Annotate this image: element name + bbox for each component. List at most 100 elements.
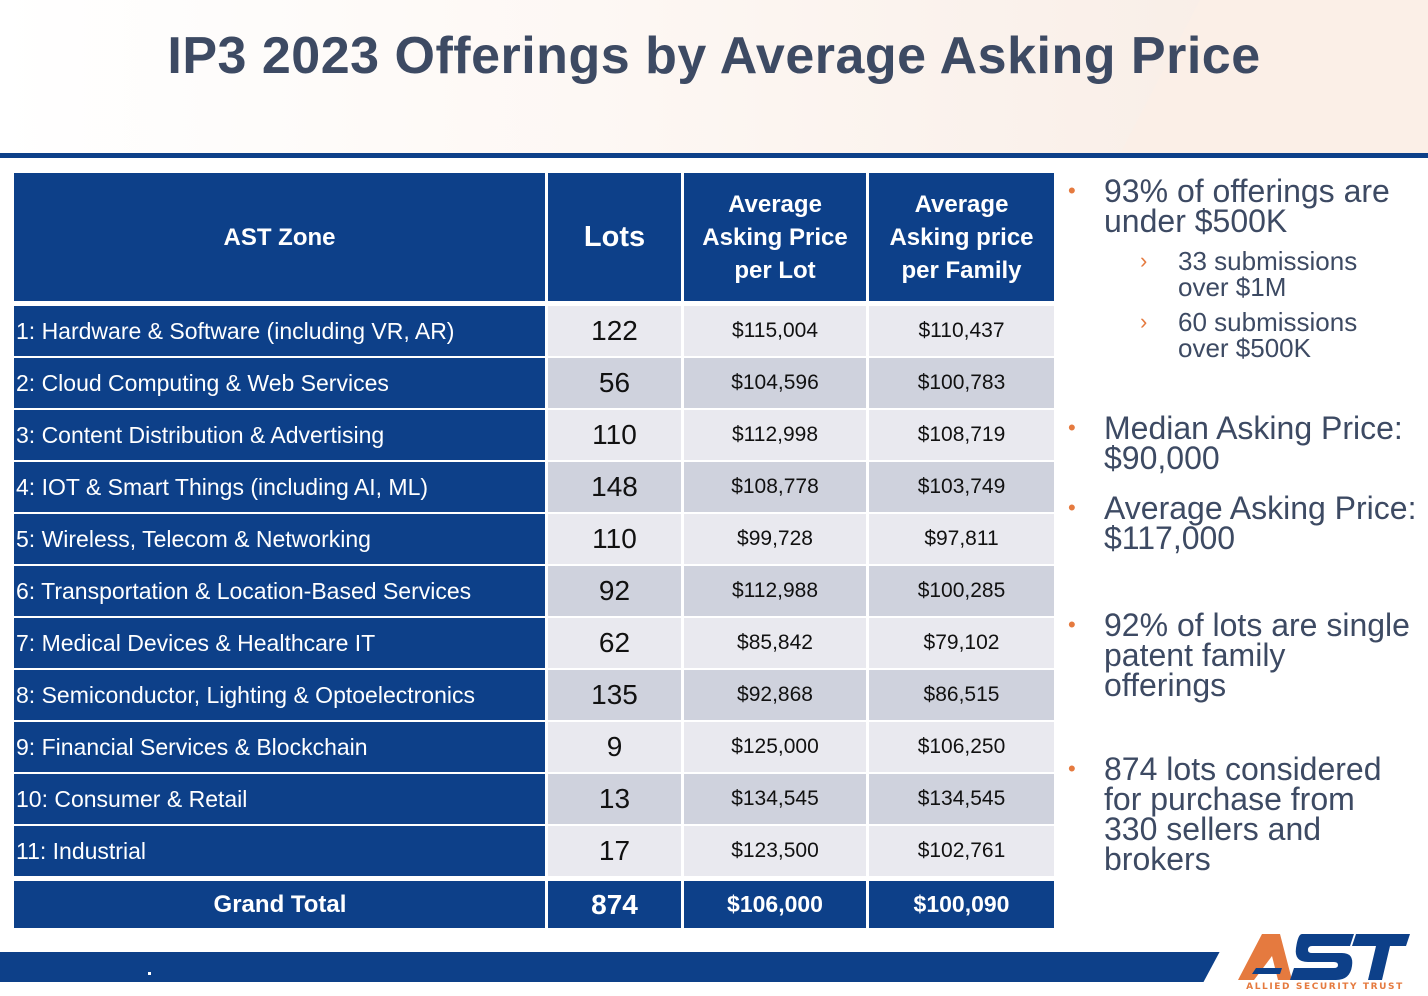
bullet-offerings-under-500k: • 93% of offerings are under $500K [1066,173,1426,239]
lots-cell: 56 [548,358,684,410]
header-avg-price-per-family: Average Asking price per Family [869,173,1054,306]
lots-cell: 92 [548,566,684,618]
footer-dot [148,972,151,975]
table-row: 10: Consumer & Retail 13 $134,545 $134,5… [14,774,1054,826]
sub-bullet-line: over $1M [1178,272,1287,302]
lots-cell: 17 [548,826,684,878]
bullet-lots-considered: • 874 lots considered for purchase from … [1066,751,1426,877]
lot-price-cell: $104,596 [684,358,869,410]
lot-price-cell: $108,778 [684,462,869,514]
lot-price-cell: $134,545 [684,774,869,826]
lot-price-cell: $115,004 [684,306,869,358]
family-price-cell: $103,749 [869,462,1054,514]
bullet-line: 330 sellers and [1104,811,1322,847]
lot-price-cell: $85,842 [684,618,869,670]
sub-bullet-over-1m: › 33 submissions over $1M [1066,248,1426,300]
lot-price-cell: $112,998 [684,410,869,462]
family-price-cell: $102,761 [869,826,1054,878]
bullet-line: patent family [1104,637,1286,673]
orange-dot-bullet-icon: • [1068,756,1076,781]
header-line: Average [728,190,822,218]
table-row: 7: Medical Devices & Healthcare IT 62 $8… [14,618,1054,670]
orange-chevron-bullet-icon: › [1140,248,1148,273]
lot-price-cell: $123,500 [684,826,869,878]
family-price-cell: $100,783 [869,358,1054,410]
grand-total-label: Grand Total [14,878,548,930]
table-row: 1: Hardware & Software (including VR, AR… [14,306,1054,358]
sub-bullet-line: 60 submissions [1178,307,1358,337]
zone-cell: 4: IOT & Smart Things (including AI, ML) [14,462,548,514]
zone-cell: 1: Hardware & Software (including VR, AR… [14,306,548,358]
lot-price-cell: $99,728 [684,514,869,566]
footer-bar [0,952,1428,982]
logo-subtitle: ALLIED SECURITY TRUST [1246,982,1404,992]
lots-cell: 110 [548,410,684,462]
family-price-cell: $134,545 [869,774,1054,826]
table-row: 6: Transportation & Location-Based Servi… [14,566,1054,618]
zone-cell: 3: Content Distribution & Advertising [14,410,548,462]
table-row: 9: Financial Services & Blockchain 9 $12… [14,722,1054,774]
orange-chevron-bullet-icon: › [1140,309,1148,334]
header-avg-price-per-lot: Average Asking Price per Lot [684,173,869,306]
lot-price-cell: $125,000 [684,722,869,774]
lot-price-cell: $92,868 [684,670,869,722]
lots-cell: 9 [548,722,684,774]
header-line: per Family [901,256,1022,284]
lots-cell: 110 [548,514,684,566]
family-price-cell: $100,285 [869,566,1054,618]
bullet-line: Average Asking Price: [1104,490,1417,526]
bullet-line: 874 lots considered [1104,751,1382,787]
orange-dot-bullet-icon: • [1068,415,1076,440]
header-line: per Lot [734,256,816,284]
table-row: 2: Cloud Computing & Web Services 56 $10… [14,358,1054,410]
header-line: Average [914,190,1009,218]
orange-dot-bullet-icon: • [1068,612,1076,637]
lots-cell: 13 [548,774,684,826]
orange-dot-bullet-icon: • [1068,178,1076,203]
lots-cell: 148 [548,462,684,514]
bullet-line: 93% of offerings are [1104,173,1390,209]
key-stats-list: • 93% of offerings are under $500K › 33 … [1066,173,1426,877]
bullet-line: $117,000 [1104,520,1236,556]
header-line: Asking price [889,223,1034,251]
zone-cell: 7: Medical Devices & Healthcare IT [14,618,548,670]
bullet-line: offerings [1104,667,1227,703]
family-price-cell: $97,811 [869,514,1054,566]
family-price-cell: $86,515 [869,670,1054,722]
orange-dot-bullet-icon: • [1068,495,1076,520]
logo-letter-s [1290,934,1354,980]
zone-cell: 10: Consumer & Retail [14,774,548,826]
title-divider [0,153,1428,158]
bullet-line: $90,000 [1104,440,1220,476]
lots-cell: 122 [548,306,684,358]
table-row: 5: Wireless, Telecom & Networking 110 $9… [14,514,1054,566]
table-row: 8: Semiconductor, Lighting & Optoelectro… [14,670,1054,722]
grand-total-row: Grand Total 874 $106,000 $100,090 [14,878,1054,930]
zone-cell: 11: Industrial [14,826,548,878]
bullet-single-family-lots: • 92% of lots are single patent family o… [1066,607,1426,703]
zone-cell: 8: Semiconductor, Lighting & Optoelectro… [14,670,548,722]
table-header-row: AST Zone Lots Average Asking Price per L… [14,173,1054,306]
grand-total-family-price: $100,090 [869,878,1054,930]
bullet-line: for purchase from [1104,781,1355,817]
logo-letter-t [1352,934,1410,980]
bullet-line: Median Asking Price: [1104,410,1403,446]
bullet-line: under $500K [1104,203,1288,239]
zone-cell: 9: Financial Services & Blockchain [14,722,548,774]
logo-letter-a-bar [1252,968,1282,974]
header-ast-zone: AST Zone [14,173,548,306]
family-price-cell: $79,102 [869,618,1054,670]
bullet-line: brokers [1104,841,1211,877]
grand-total-lots: 874 [548,878,684,930]
table-row: 3: Content Distribution & Advertising 11… [14,410,1054,462]
zone-price-table: AST Zone Lots Average Asking Price per L… [14,173,1054,930]
sub-bullet-line: 33 submissions [1178,246,1358,276]
page-title: IP3 2023 Offerings by Average Asking Pri… [167,27,1261,85]
family-price-cell: $110,437 [869,306,1054,358]
sub-bullet-over-500k: › 60 submissions over $500K [1066,309,1426,361]
zone-cell: 5: Wireless, Telecom & Networking [14,514,548,566]
lot-price-cell: $112,988 [684,566,869,618]
table-row: 4: IOT & Smart Things (including AI, ML)… [14,462,1054,514]
header-lots: Lots [548,173,684,306]
bullet-line: 92% of lots are single [1104,607,1410,643]
